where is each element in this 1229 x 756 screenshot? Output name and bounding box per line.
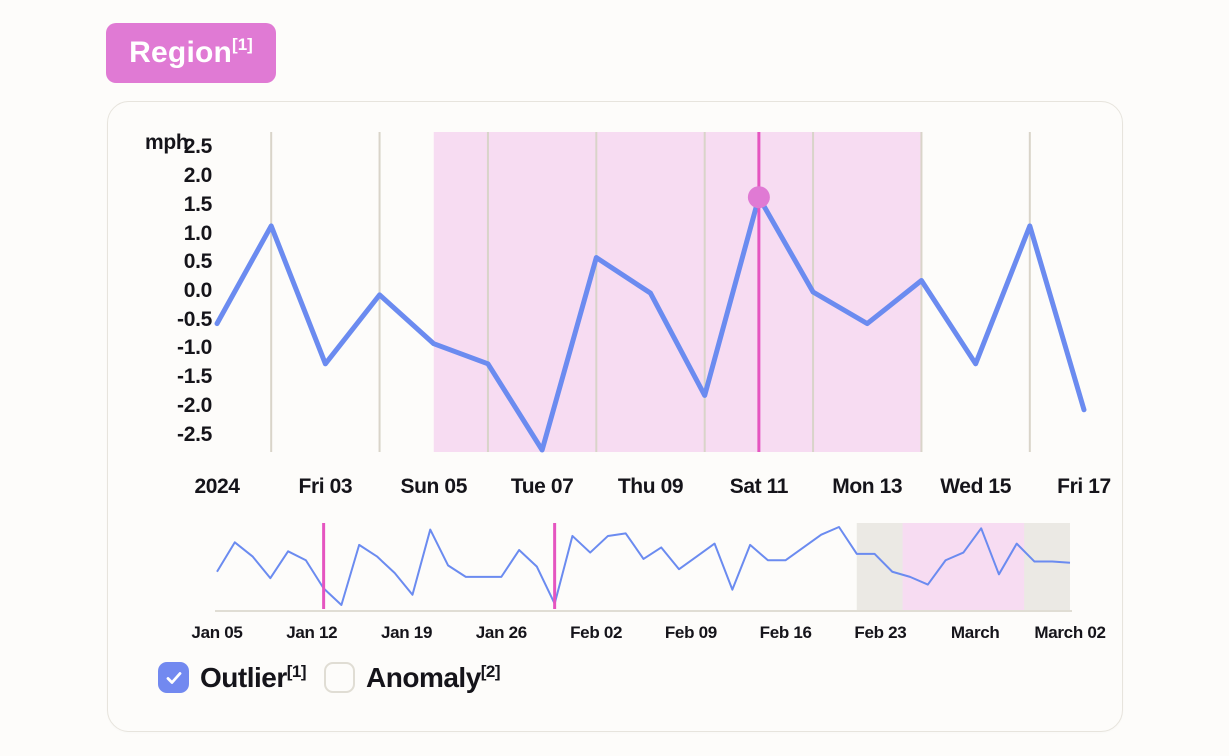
overview-x-axis-tick-label: Feb 23 (854, 623, 907, 642)
y-axis-tick-label: 2.0 (183, 164, 213, 188)
y-axis-tick-label: -2.5 (177, 422, 212, 446)
chart-card: mph 2.5 2.0 1.5 1.0 0.5 0.0 -0.5 -1.0 -1.5 -2.0 -2… (107, 101, 1123, 732)
legend-item-label: Anomaly[2] (366, 661, 501, 693)
overview-x-axis-tick-label: Feb 02 (570, 623, 623, 642)
main-chart[interactable]: mph 2.5 2.0 1.5 1.0 0.5 0.0 -0.5 -1.0 -1.5 -2.0 -2… (108, 102, 1124, 522)
main-chart-plot (214, 132, 1087, 453)
data-line[interactable] (214, 194, 1087, 453)
legend-label-superscript: [1] (286, 661, 307, 681)
overview-x-axis-tick-label: Jan 05 (191, 623, 243, 642)
overview-x-axis-tick-label: March 02 (1034, 623, 1106, 642)
checkbox-unchecked-icon[interactable] (324, 662, 356, 693)
legend-item-outlier[interactable]: Outlier[1] (158, 661, 307, 693)
legend-label-text: Anomaly (366, 661, 481, 693)
x-axis-tick-label: Fri 03 (298, 475, 353, 498)
highlight-region[interactable] (433, 132, 922, 452)
y-axis-title: mph (145, 131, 189, 154)
y-axis-tick-label: -2.0 (177, 393, 212, 417)
y-axis-tick-label: 1.5 (183, 192, 213, 216)
y-axis-tick-label: 1.0 (183, 221, 213, 245)
x-axis-tick-label: Fri 17 (1057, 475, 1111, 498)
checkbox-checked-icon[interactable] (158, 662, 189, 693)
marker-dot[interactable] (747, 186, 770, 209)
x-axis-tick-label: 2024 (194, 475, 240, 498)
y-axis-tick-label: -0.5 (177, 307, 212, 331)
overview-chart[interactable]: Jan 05 Jan 12 Jan 19 Jan 26 Feb 02 Feb 09 Feb … (108, 517, 1124, 642)
overview-x-axis-tick-label: Jan 19 (380, 623, 433, 642)
legend-item-label: Outlier[1] (200, 661, 307, 693)
y-axis-tick-label: -1.0 (177, 336, 212, 360)
overview-x-axis-tick-label: Jan 12 (286, 623, 338, 642)
overview-data-line (216, 526, 1071, 606)
region-badge[interactable]: Region [1] (106, 23, 276, 83)
legend: Outlier[1] Anomaly[2] (158, 661, 501, 693)
region-badge-superscript: [1] (232, 34, 253, 54)
legend-label-superscript: [2] (480, 661, 501, 681)
x-axis-tick-label: Mon 13 (832, 475, 903, 498)
y-axis-ticks: 2.5 2.0 1.5 1.0 0.5 0.0 -0.5 -1.0 -1.5 -2.0 -2.5 (108, 102, 212, 522)
x-axis-tick-label: Thu 09 (617, 475, 684, 498)
overview-x-axis-tick-label: March (950, 623, 1000, 642)
y-axis-tick-label: 2.5 (183, 135, 213, 159)
x-axis-tick-label: Sat 11 (729, 475, 789, 498)
x-axis-tick-label: Tue 07 (510, 475, 574, 498)
y-axis-tick-label: -1.5 (177, 365, 212, 389)
overview-x-axis-tick-label: Feb 09 (664, 623, 717, 642)
overview-plot[interactable] (108, 517, 1124, 627)
legend-label-text: Outlier (200, 661, 287, 693)
x-axis-tick-label: Sun 05 (400, 475, 468, 498)
y-axis-tick-label: 0.0 (183, 279, 213, 302)
overview-x-axis-tick-label: Jan 26 (475, 623, 527, 642)
overview-x-axis-tick-label: Feb 16 (759, 623, 812, 642)
legend-item-anomaly[interactable]: Anomaly[2] (324, 661, 501, 693)
region-badge-label: Region (129, 36, 233, 69)
overview-highlight-region (902, 523, 1025, 611)
y-axis-tick-label: 0.5 (183, 250, 213, 274)
x-axis-tick-label: Wed 15 (940, 475, 1011, 498)
